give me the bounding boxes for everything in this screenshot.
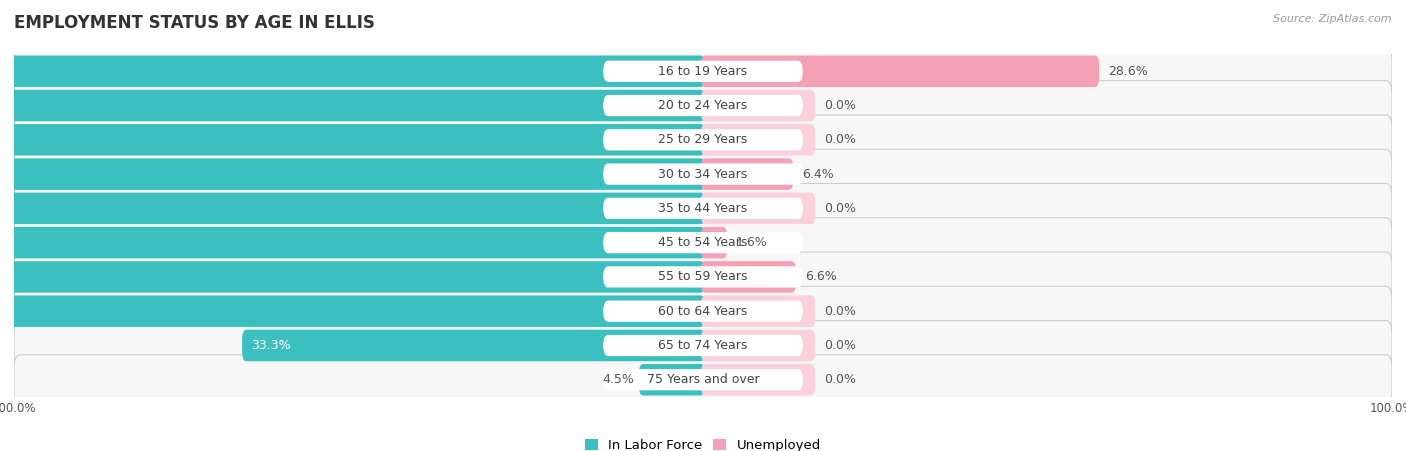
FancyBboxPatch shape xyxy=(702,295,815,327)
Text: 0.0%: 0.0% xyxy=(824,133,856,146)
Text: 33.3%: 33.3% xyxy=(252,339,291,352)
Text: 0.0%: 0.0% xyxy=(824,99,856,112)
Text: 65 to 74 Years: 65 to 74 Years xyxy=(658,339,748,352)
FancyBboxPatch shape xyxy=(702,330,815,361)
FancyBboxPatch shape xyxy=(0,193,704,224)
Text: 75 Years and over: 75 Years and over xyxy=(647,373,759,386)
FancyBboxPatch shape xyxy=(242,330,704,361)
FancyBboxPatch shape xyxy=(603,266,803,288)
Text: 25 to 29 Years: 25 to 29 Years xyxy=(658,133,748,146)
Text: 35 to 44 Years: 35 to 44 Years xyxy=(658,202,748,215)
Text: EMPLOYMENT STATUS BY AGE IN ELLIS: EMPLOYMENT STATUS BY AGE IN ELLIS xyxy=(14,14,375,32)
FancyBboxPatch shape xyxy=(702,193,815,224)
FancyBboxPatch shape xyxy=(14,115,1392,165)
Legend: In Labor Force, Unemployed: In Labor Force, Unemployed xyxy=(585,439,821,451)
FancyBboxPatch shape xyxy=(14,81,1392,130)
FancyBboxPatch shape xyxy=(638,364,704,396)
Text: 1.6%: 1.6% xyxy=(737,236,768,249)
FancyBboxPatch shape xyxy=(14,252,1392,302)
FancyBboxPatch shape xyxy=(702,158,793,190)
FancyBboxPatch shape xyxy=(603,369,803,391)
FancyBboxPatch shape xyxy=(0,295,704,327)
FancyBboxPatch shape xyxy=(14,321,1392,370)
FancyBboxPatch shape xyxy=(603,95,803,116)
FancyBboxPatch shape xyxy=(702,124,815,156)
Text: 0.0%: 0.0% xyxy=(824,373,856,386)
FancyBboxPatch shape xyxy=(14,218,1392,267)
FancyBboxPatch shape xyxy=(702,227,727,258)
Text: 6.6%: 6.6% xyxy=(806,271,837,283)
FancyBboxPatch shape xyxy=(603,163,803,185)
FancyBboxPatch shape xyxy=(14,46,1392,96)
Text: 55 to 59 Years: 55 to 59 Years xyxy=(658,271,748,283)
Text: 0.0%: 0.0% xyxy=(824,202,856,215)
FancyBboxPatch shape xyxy=(0,227,704,258)
Text: 20 to 24 Years: 20 to 24 Years xyxy=(658,99,748,112)
FancyBboxPatch shape xyxy=(603,300,803,322)
Text: 6.4%: 6.4% xyxy=(803,168,834,180)
Text: Source: ZipAtlas.com: Source: ZipAtlas.com xyxy=(1274,14,1392,23)
FancyBboxPatch shape xyxy=(603,60,803,82)
FancyBboxPatch shape xyxy=(14,355,1392,405)
FancyBboxPatch shape xyxy=(702,364,815,396)
FancyBboxPatch shape xyxy=(0,55,704,87)
FancyBboxPatch shape xyxy=(14,286,1392,336)
FancyBboxPatch shape xyxy=(702,55,1099,87)
FancyBboxPatch shape xyxy=(603,198,803,219)
FancyBboxPatch shape xyxy=(14,184,1392,233)
Text: 45 to 54 Years: 45 to 54 Years xyxy=(658,236,748,249)
FancyBboxPatch shape xyxy=(702,90,815,121)
FancyBboxPatch shape xyxy=(0,124,704,156)
FancyBboxPatch shape xyxy=(0,90,704,121)
Text: 0.0%: 0.0% xyxy=(824,339,856,352)
Text: 4.5%: 4.5% xyxy=(602,373,634,386)
Text: 16 to 19 Years: 16 to 19 Years xyxy=(658,65,748,78)
FancyBboxPatch shape xyxy=(702,261,796,293)
Text: 60 to 64 Years: 60 to 64 Years xyxy=(658,305,748,318)
FancyBboxPatch shape xyxy=(0,158,704,190)
Text: 0.0%: 0.0% xyxy=(824,305,856,318)
Text: 28.6%: 28.6% xyxy=(1108,65,1147,78)
FancyBboxPatch shape xyxy=(0,261,704,293)
FancyBboxPatch shape xyxy=(603,232,803,253)
Text: 30 to 34 Years: 30 to 34 Years xyxy=(658,168,748,180)
FancyBboxPatch shape xyxy=(603,335,803,356)
FancyBboxPatch shape xyxy=(14,149,1392,199)
FancyBboxPatch shape xyxy=(603,129,803,151)
